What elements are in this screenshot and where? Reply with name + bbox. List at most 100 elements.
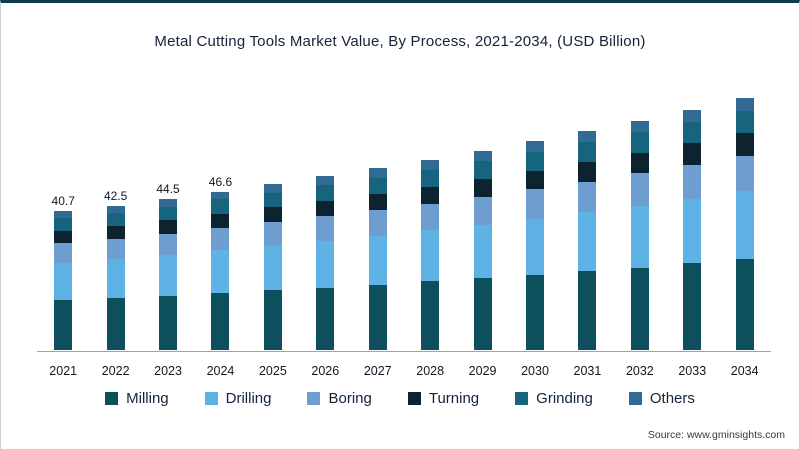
bar-segment-others — [316, 176, 335, 185]
bar-column-2033: 2033 — [666, 78, 718, 380]
stacked-bar-2025 — [263, 184, 282, 350]
bar-segment-drilling — [630, 205, 649, 268]
stacked-bar-2022 — [106, 205, 125, 350]
stacked-bar-2030 — [526, 141, 544, 350]
bar-segment-grinding — [211, 199, 230, 214]
stacked-bar-2031 — [578, 131, 597, 350]
bar-segment-turning — [159, 220, 178, 234]
x-tick-label: 2034 — [730, 364, 759, 378]
bar-segment-milling — [54, 300, 73, 350]
bar-segment-boring — [159, 233, 178, 255]
x-axis-line — [37, 351, 771, 352]
x-tick-label: 2028 — [416, 364, 445, 378]
stacked-bar-2033 — [683, 109, 702, 350]
x-tick-label: 2029 — [468, 364, 497, 378]
bar-column-2031: 2031 — [561, 78, 613, 380]
stacked-bar-2023 — [159, 199, 178, 350]
bar-column-2028: 2028 — [404, 78, 456, 380]
bar-segment-turning — [473, 178, 492, 197]
legend-label: Drilling — [225, 390, 272, 407]
legend-item-grinding: Grinding — [515, 390, 593, 407]
bar-segment-grinding — [473, 160, 492, 179]
bar-segment-others — [578, 131, 597, 143]
bar-segment-turning — [263, 207, 282, 223]
bar-total-label: 40.7 — [51, 194, 75, 209]
bar-segment-boring — [578, 181, 597, 213]
bar-segment-milling — [683, 263, 702, 350]
bar-segment-turning — [683, 143, 702, 165]
bar-segment-grinding — [54, 218, 73, 231]
source-text: Source: www.gminsights.com — [647, 429, 785, 441]
legend-item-drilling: Drilling — [204, 390, 272, 407]
bar-segment-drilling — [473, 224, 492, 279]
legend: Milling Drilling Boring Turning Grinding Othe… — [1, 390, 799, 407]
bar-segment-turning — [421, 186, 440, 204]
x-tick-label: 2024 — [206, 364, 235, 378]
bar-column-2024: 46.6 2024 — [194, 78, 246, 380]
bar-segment-milling — [159, 295, 178, 350]
bar-segment-boring — [54, 243, 73, 263]
bar-segment-drilling — [316, 240, 335, 288]
bar-segment-turning — [316, 200, 335, 217]
bar-segment-boring — [368, 210, 387, 236]
bar-segment-boring — [421, 203, 440, 231]
bar-segment-drilling — [159, 254, 178, 296]
bar-total-label: 42.5 — [103, 188, 128, 203]
bar-segment-boring — [263, 222, 282, 246]
bar-segment-grinding — [735, 110, 754, 134]
legend-marker-icon — [204, 392, 218, 405]
bar-segment-drilling — [526, 218, 544, 275]
bar-segment-others — [159, 199, 178, 207]
bar-segment-milling — [263, 290, 282, 350]
bar-segment-grinding — [421, 169, 440, 187]
bar-column-2021: 40.7 2021 — [37, 78, 89, 380]
bar-segment-boring — [630, 173, 649, 206]
bar-segment-milling — [735, 259, 754, 350]
bars-container: 40.7 2021 42.5 2022 44.5 2023 46.6 2024 2025 2026… — [37, 78, 771, 380]
legend-marker-icon — [105, 392, 119, 405]
bar-segment-boring — [735, 156, 754, 192]
bar-segment-grinding — [316, 184, 335, 201]
stacked-bar-2032 — [630, 120, 649, 350]
bar-total-label: 46.6 — [208, 174, 233, 189]
legend-marker-icon — [307, 392, 321, 405]
bar-segment-turning — [211, 213, 230, 229]
bar-segment-milling — [578, 271, 597, 350]
x-tick-label: 2021 — [49, 364, 78, 378]
x-tick-label: 2032 — [625, 364, 654, 378]
legend-label: Boring — [328, 390, 372, 407]
legend-label: Others — [649, 390, 695, 407]
bar-segment-turning — [54, 230, 73, 244]
bar-segment-grinding — [578, 142, 597, 162]
bar-segment-drilling — [106, 258, 125, 298]
stacked-bar-2026 — [316, 176, 335, 350]
stacked-bar-2021 — [54, 211, 73, 350]
bar-segment-boring — [211, 228, 230, 251]
bar-segment-drilling — [211, 250, 230, 293]
bar-total-label: 44.5 — [156, 182, 180, 197]
bar-segment-grinding — [630, 132, 649, 153]
plot-area: 40.7 2021 42.5 2022 44.5 2023 46.6 2024 2025 2026… — [37, 78, 771, 380]
bar-column-2027: 2027 — [352, 78, 404, 380]
bar-segment-turning — [630, 152, 649, 174]
x-tick-label: 2026 — [311, 364, 340, 378]
bar-segment-turning — [106, 225, 125, 239]
legend-label: Grinding — [536, 390, 593, 407]
x-tick-label: 2033 — [678, 364, 707, 378]
bar-segment-milling — [421, 281, 440, 350]
bar-segment-turning — [578, 161, 597, 182]
stacked-bar-2028 — [421, 160, 440, 350]
bar-segment-milling — [316, 287, 335, 350]
legend-marker-icon — [515, 392, 529, 405]
bar-segment-others — [368, 168, 387, 178]
x-tick-label: 2031 — [573, 364, 602, 378]
legend-label: Milling — [126, 390, 169, 407]
bar-segment-boring — [473, 196, 492, 225]
bar-column-2022: 42.5 2022 — [89, 78, 141, 380]
bar-column-2026: 2026 — [299, 78, 351, 380]
bar-segment-turning — [526, 170, 544, 190]
bar-segment-drilling — [735, 191, 754, 260]
bar-segment-grinding — [368, 177, 387, 194]
bar-segment-grinding — [106, 212, 125, 226]
bar-segment-drilling — [578, 212, 597, 272]
